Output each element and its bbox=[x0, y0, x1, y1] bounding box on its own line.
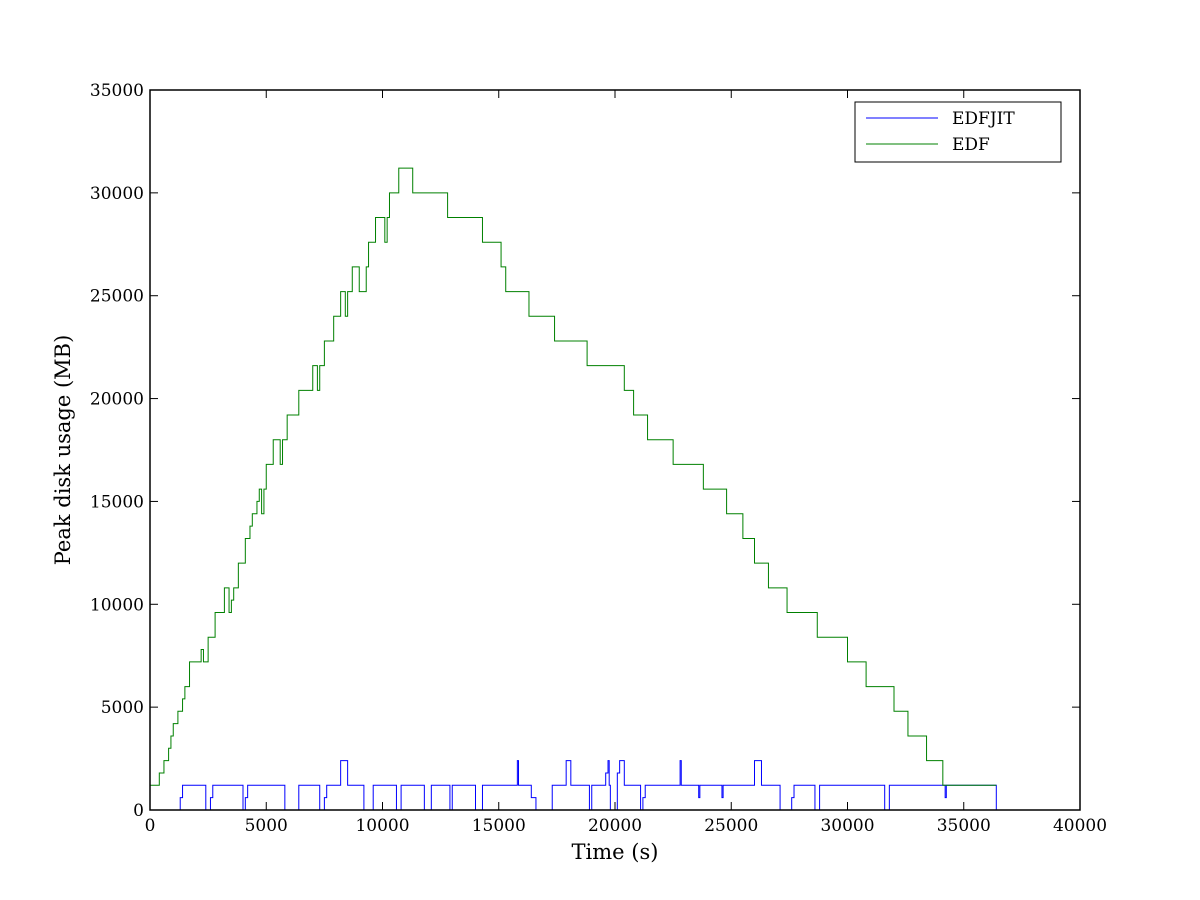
y-tick-label: 15000 bbox=[90, 492, 144, 512]
x-tick-label: 10000 bbox=[355, 816, 409, 836]
x-tick-label: 30000 bbox=[820, 816, 874, 836]
x-axis-title: Time (s) bbox=[572, 840, 659, 864]
legend: EDFJIT EDF bbox=[854, 101, 1062, 163]
x-tick-label: 15000 bbox=[472, 816, 526, 836]
plot-frame bbox=[149, 89, 1081, 811]
legend-box bbox=[854, 101, 1062, 163]
y-tick-label: 25000 bbox=[90, 287, 144, 307]
y-tick-label: 30000 bbox=[90, 184, 144, 204]
legend-label-edfjit: EDFJIT bbox=[952, 109, 1015, 129]
y-tick-label: 35000 bbox=[90, 81, 144, 101]
x-tick-label: 0 bbox=[145, 816, 156, 836]
x-tick-label: 40000 bbox=[1053, 816, 1107, 836]
series-line-edf bbox=[150, 167, 997, 786]
x-tick-label: 20000 bbox=[588, 816, 642, 836]
y-tick-label: 20000 bbox=[90, 390, 144, 410]
y-tick-label: 10000 bbox=[90, 595, 144, 615]
x-tick-label: 35000 bbox=[937, 816, 991, 836]
series-layer bbox=[150, 167, 997, 811]
ticks: 0 5000 10000 15000 20000 25000 30000 35000 40000… bbox=[90, 81, 1107, 836]
y-tick-label: 5000 bbox=[101, 698, 144, 718]
y-axis-title: Peak disk usage (MB) bbox=[51, 335, 75, 566]
y-tick-label: 0 bbox=[133, 801, 144, 821]
x-tick-label: 5000 bbox=[245, 816, 288, 836]
x-tick-label: 25000 bbox=[704, 816, 758, 836]
series-line-edfjit bbox=[150, 760, 997, 811]
legend-label-edf: EDF bbox=[952, 135, 990, 155]
